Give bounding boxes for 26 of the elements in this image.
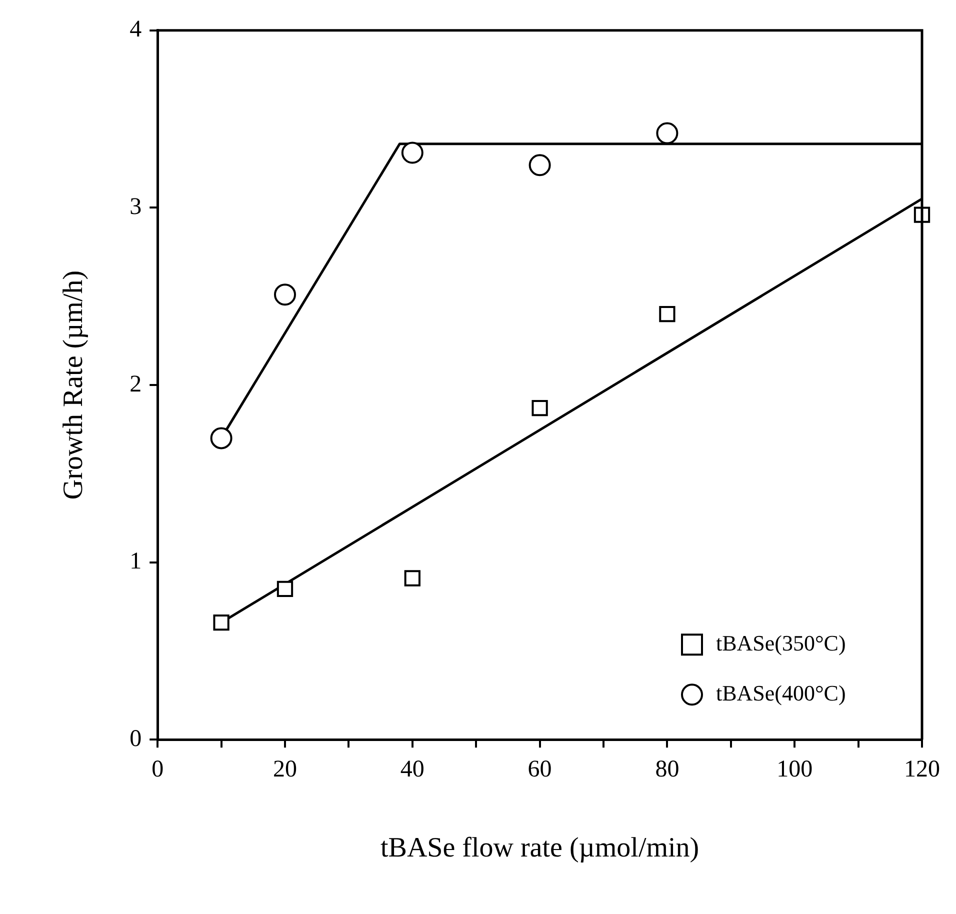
y-axis-title: Growth Rate (µm/h) <box>58 270 90 500</box>
y-tick-label: 1 <box>130 548 142 575</box>
point <box>274 284 296 306</box>
x-tick-label: 0 <box>152 756 164 782</box>
point <box>213 614 230 631</box>
legend-label: tBASe(350°C) <box>716 630 846 656</box>
y-tick-label: 0 <box>130 726 142 752</box>
x-tick-label: 60 <box>528 756 552 782</box>
y-tick-label: 3 <box>130 194 142 220</box>
point <box>276 580 294 597</box>
x-tick-label: 40 <box>400 756 424 782</box>
point <box>404 570 420 586</box>
x-tick-label: 20 <box>273 756 297 782</box>
x-tick-label: 120 <box>904 756 940 782</box>
x-axis-title: tBASe flow rate (µmol/min) <box>380 832 700 864</box>
legend-label: tBASe(400°C) <box>716 680 846 706</box>
point <box>659 306 676 322</box>
point <box>528 154 551 176</box>
point <box>656 122 678 144</box>
point <box>210 427 232 450</box>
y-tick-label: 4 <box>130 16 142 43</box>
point <box>532 400 548 416</box>
point <box>401 142 424 164</box>
y-tick-label: 2 <box>130 371 142 398</box>
x-tick-label: 80 <box>655 756 680 782</box>
x-tick-label: 100 <box>776 756 813 782</box>
